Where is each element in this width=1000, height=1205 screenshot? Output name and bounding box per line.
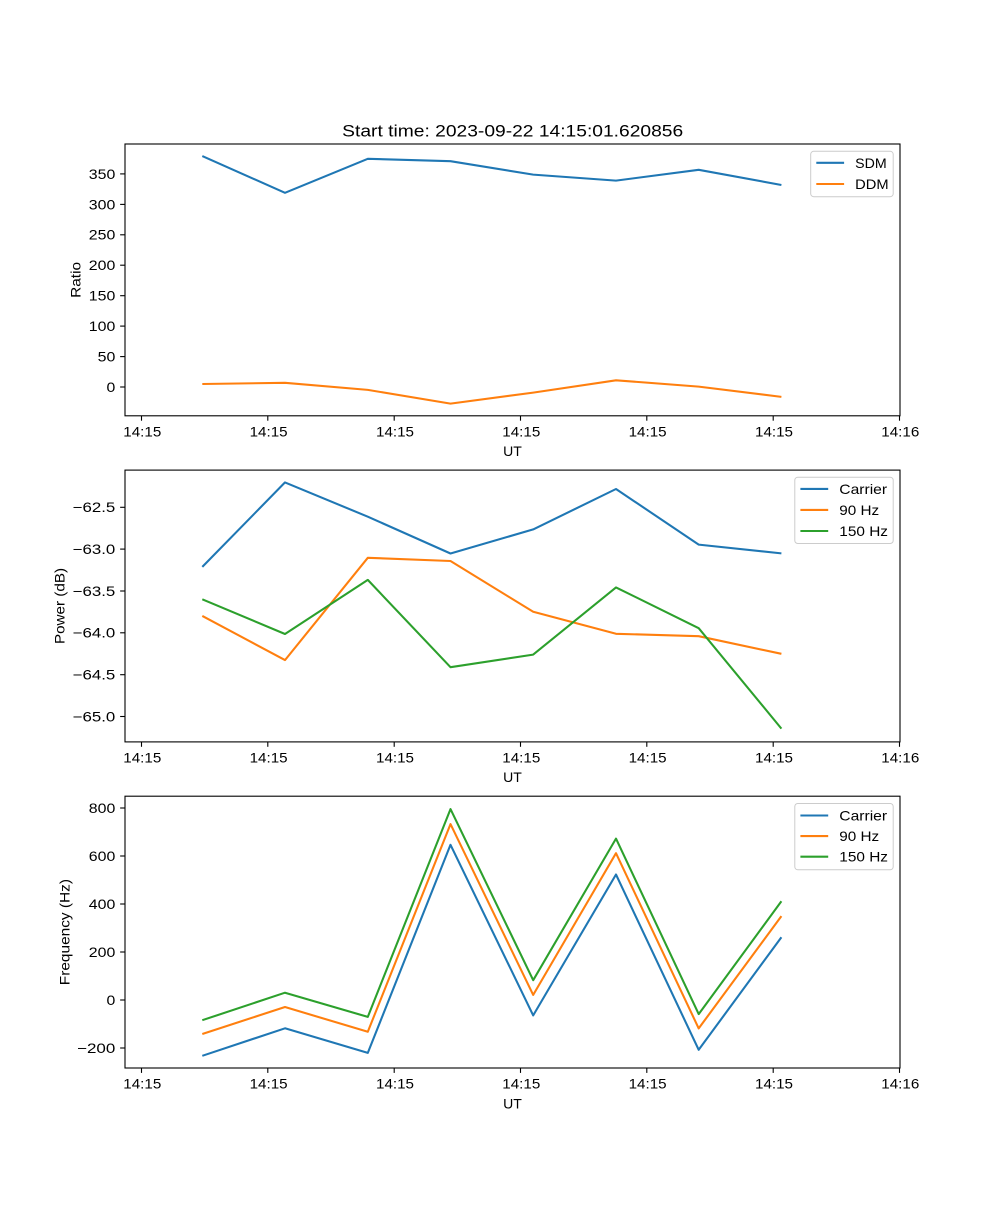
svg-text:14:15: 14:15 <box>250 1076 288 1092</box>
svg-text:−64.0: −64.0 <box>73 625 116 641</box>
svg-text:14:15: 14:15 <box>250 423 288 439</box>
svg-text:DDM: DDM <box>855 176 888 192</box>
svg-text:400: 400 <box>89 896 116 912</box>
svg-text:14:15: 14:15 <box>123 1076 161 1092</box>
svg-text:UT: UT <box>503 1095 522 1111</box>
svg-text:14:15: 14:15 <box>250 749 288 765</box>
svg-text:UT: UT <box>503 769 522 785</box>
svg-text:−63.0: −63.0 <box>73 541 116 557</box>
svg-text:200: 200 <box>89 257 116 273</box>
svg-text:0: 0 <box>107 379 116 395</box>
svg-text:14:15: 14:15 <box>376 423 414 439</box>
svg-text:SDM: SDM <box>855 155 887 171</box>
svg-text:14:15: 14:15 <box>755 749 793 765</box>
svg-text:−200: −200 <box>77 1040 116 1056</box>
svg-text:14:16: 14:16 <box>881 423 919 439</box>
svg-text:Ratio: Ratio <box>67 262 83 298</box>
svg-text:90 Hz: 90 Hz <box>839 502 879 518</box>
svg-text:14:15: 14:15 <box>123 423 161 439</box>
svg-text:600: 600 <box>89 848 116 864</box>
svg-text:14:15: 14:15 <box>502 1076 540 1092</box>
svg-text:14:15: 14:15 <box>629 749 667 765</box>
svg-text:14:15: 14:15 <box>629 1076 667 1092</box>
svg-text:50: 50 <box>98 349 116 365</box>
svg-text:14:16: 14:16 <box>881 749 919 765</box>
svg-text:14:15: 14:15 <box>376 1076 414 1092</box>
svg-text:14:15: 14:15 <box>502 423 540 439</box>
svg-text:Carrier: Carrier <box>839 808 887 824</box>
svg-text:14:15: 14:15 <box>755 423 793 439</box>
svg-text:Frequency (Hz): Frequency (Hz) <box>56 879 72 985</box>
svg-text:14:15: 14:15 <box>755 1076 793 1092</box>
svg-text:Carrier: Carrier <box>839 481 887 497</box>
svg-text:14:15: 14:15 <box>502 749 540 765</box>
svg-text:350: 350 <box>89 166 116 182</box>
svg-text:14:15: 14:15 <box>629 423 667 439</box>
svg-text:Start time: 2023-09-22 14:15:0: Start time: 2023-09-22 14:15:01.620856 <box>342 121 683 140</box>
svg-text:150: 150 <box>89 288 116 304</box>
svg-text:−64.5: −64.5 <box>73 667 116 683</box>
svg-text:14:15: 14:15 <box>376 749 414 765</box>
svg-text:−63.5: −63.5 <box>73 583 116 599</box>
svg-text:300: 300 <box>89 196 116 212</box>
svg-text:150 Hz: 150 Hz <box>839 849 888 865</box>
svg-text:90 Hz: 90 Hz <box>839 828 879 844</box>
svg-text:0: 0 <box>107 992 116 1008</box>
svg-text:200: 200 <box>89 944 116 960</box>
svg-text:800: 800 <box>89 800 116 816</box>
svg-text:−65.0: −65.0 <box>73 708 116 724</box>
svg-text:250: 250 <box>89 227 116 243</box>
svg-text:Power (dB): Power (dB) <box>51 568 67 644</box>
svg-text:14:15: 14:15 <box>123 749 161 765</box>
svg-text:−62.5: −62.5 <box>73 499 116 515</box>
svg-text:UT: UT <box>503 443 522 459</box>
svg-text:150 Hz: 150 Hz <box>839 523 888 539</box>
svg-text:100: 100 <box>89 318 116 334</box>
svg-text:14:16: 14:16 <box>881 1076 919 1092</box>
